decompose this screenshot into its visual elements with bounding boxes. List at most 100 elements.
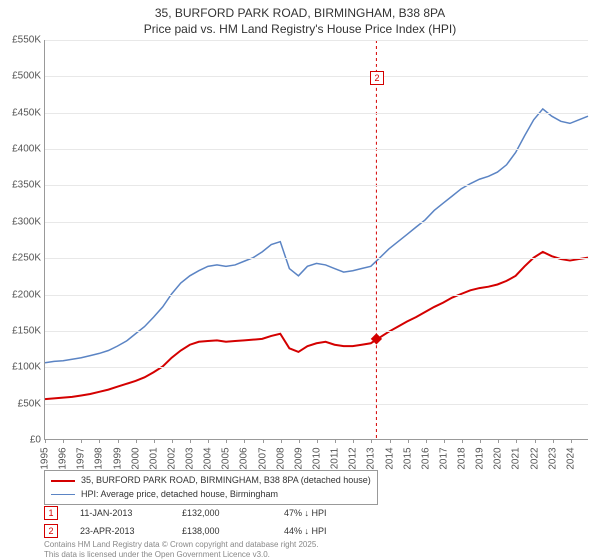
x-axis-label: 1997 (76, 447, 87, 469)
attribution: Contains HM Land Registry data © Crown c… (44, 540, 319, 559)
sales-row-price: £138,000 (182, 526, 262, 536)
x-axis-label: 2015 (402, 447, 413, 469)
gridline-h (45, 185, 588, 186)
x-tick (335, 439, 336, 443)
x-tick (136, 439, 137, 443)
x-tick (190, 439, 191, 443)
x-tick (462, 439, 463, 443)
x-tick (390, 439, 391, 443)
legend-label: HPI: Average price, detached house, Birm… (81, 488, 278, 502)
sales-row-delta: 44% ↓ HPI (284, 526, 364, 536)
x-tick (571, 439, 572, 443)
x-tick (516, 439, 517, 443)
y-axis-label: £0 (30, 435, 41, 446)
x-axis-label: 2003 (185, 447, 196, 469)
x-tick (553, 439, 554, 443)
x-tick (226, 439, 227, 443)
x-tick (172, 439, 173, 443)
y-axis-label: £400K (12, 144, 41, 155)
series-line-price_paid (45, 252, 588, 399)
x-axis-label: 2014 (384, 447, 395, 469)
gridline-h (45, 367, 588, 368)
x-axis-label: 2006 (239, 447, 250, 469)
y-axis-label: £250K (12, 253, 41, 264)
chart-svg (45, 40, 588, 439)
x-axis-label: 2017 (438, 447, 449, 469)
legend: 35, BURFORD PARK ROAD, BIRMINGHAM, B38 8… (44, 470, 378, 505)
y-axis-label: £500K (12, 71, 41, 82)
y-axis-label: £450K (12, 107, 41, 118)
x-tick (353, 439, 354, 443)
x-axis-label: 1999 (112, 447, 123, 469)
x-axis-label: 2001 (148, 447, 159, 469)
y-axis-label: £100K (12, 362, 41, 373)
x-tick (99, 439, 100, 443)
x-axis-label: 2008 (275, 447, 286, 469)
x-tick (118, 439, 119, 443)
plot-area: £0£50K£100K£150K£200K£250K£300K£350K£400… (44, 40, 588, 440)
sales-row-price: £132,000 (182, 508, 262, 518)
x-tick (263, 439, 264, 443)
x-axis-label: 1996 (58, 447, 69, 469)
x-axis-label: 2009 (293, 447, 304, 469)
series-line-hpi (45, 109, 588, 363)
sales-row-date: 23-APR-2013 (80, 526, 160, 536)
x-axis-label: 2007 (257, 447, 268, 469)
x-axis-label: 1995 (40, 447, 51, 469)
gridline-h (45, 149, 588, 150)
x-tick (45, 439, 46, 443)
gridline-h (45, 222, 588, 223)
x-tick (480, 439, 481, 443)
title-line-1: 35, BURFORD PARK ROAD, BIRMINGHAM, B38 8… (0, 6, 600, 22)
sales-row-marker: 1 (44, 506, 58, 520)
sales-row-marker: 2 (44, 524, 58, 538)
x-axis-label: 2000 (130, 447, 141, 469)
legend-item: HPI: Average price, detached house, Birm… (51, 488, 371, 502)
legend-swatch (51, 480, 75, 482)
x-axis-label: 2016 (420, 447, 431, 469)
x-axis-label: 2005 (221, 447, 232, 469)
y-axis-label: £50K (18, 398, 41, 409)
chart-title: 35, BURFORD PARK ROAD, BIRMINGHAM, B38 8… (0, 0, 600, 37)
attribution-line-2: This data is licensed under the Open Gov… (44, 550, 319, 560)
x-tick (408, 439, 409, 443)
x-axis-label: 2013 (366, 447, 377, 469)
gridline-h (45, 113, 588, 114)
x-tick (299, 439, 300, 443)
x-axis-label: 2024 (565, 447, 576, 469)
x-axis-label: 2004 (203, 447, 214, 469)
y-axis-label: £150K (12, 325, 41, 336)
sales-row-delta: 47% ↓ HPI (284, 508, 364, 518)
x-tick (244, 439, 245, 443)
sales-row: 111-JAN-2013£132,00047% ↓ HPI (44, 506, 364, 520)
legend-swatch (51, 494, 75, 496)
x-tick (208, 439, 209, 443)
x-tick (426, 439, 427, 443)
x-axis-label: 2023 (547, 447, 558, 469)
y-axis-label: £350K (12, 180, 41, 191)
gridline-h (45, 404, 588, 405)
gridline-h (45, 295, 588, 296)
x-tick (535, 439, 536, 443)
attribution-line-1: Contains HM Land Registry data © Crown c… (44, 540, 319, 550)
gridline-h (45, 258, 588, 259)
x-axis-label: 2022 (529, 447, 540, 469)
gridline-h (45, 40, 588, 41)
x-tick (281, 439, 282, 443)
x-axis-label: 1998 (94, 447, 105, 469)
gridline-h (45, 331, 588, 332)
x-tick (498, 439, 499, 443)
gridline-h (45, 76, 588, 77)
x-axis-label: 2018 (457, 447, 468, 469)
title-line-2: Price paid vs. HM Land Registry's House … (0, 22, 600, 38)
x-axis-label: 2021 (511, 447, 522, 469)
x-tick (317, 439, 318, 443)
sales-table: 111-JAN-2013£132,00047% ↓ HPI223-APR-201… (44, 506, 364, 542)
x-axis-label: 2002 (166, 447, 177, 469)
chart-container: 35, BURFORD PARK ROAD, BIRMINGHAM, B38 8… (0, 0, 600, 560)
x-axis-label: 2010 (312, 447, 323, 469)
sales-row: 2 23-APR-2013 £138,000 44% ↓ HPI (44, 524, 364, 538)
x-tick (81, 439, 82, 443)
y-axis-label: £300K (12, 216, 41, 227)
sale-marker-label: 2 (370, 71, 384, 85)
